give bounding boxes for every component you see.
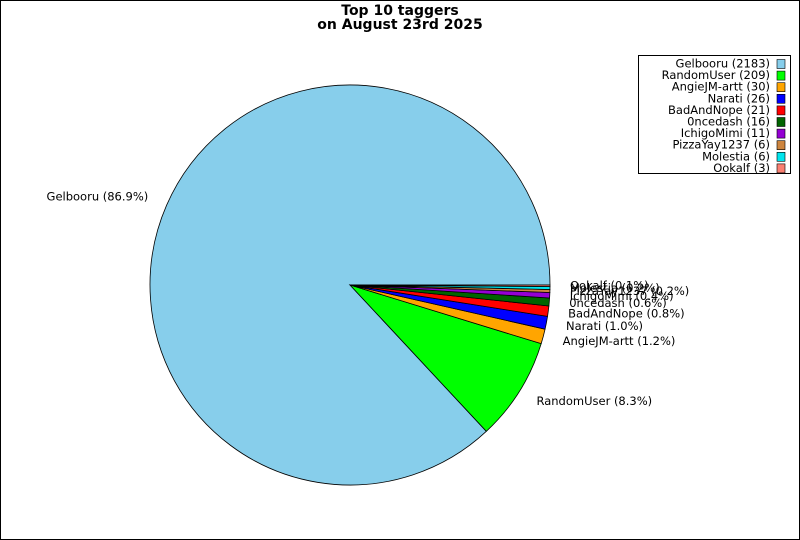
legend-swatch (776, 163, 786, 174)
pie-slice (349, 284, 551, 287)
slice-label: BadAndNope (0.8%) (568, 306, 685, 320)
legend-swatch (776, 140, 786, 150)
legend-label: BadAndNope (21) (668, 103, 770, 117)
slice-label: IchigoMimi (0.4%) (570, 289, 674, 303)
slice-label: Narati (1.0%) (566, 319, 643, 333)
pie-slice (149, 84, 551, 486)
slice-label: PizzaYay1237 (0.2%) (570, 284, 689, 298)
slice-label: Ookalf (0.1%) (570, 278, 649, 292)
slice-label: AngieJM-artt (1.2%) (563, 334, 676, 348)
legend-label: Narati (26) (708, 91, 770, 105)
legend-label: 0ncedash (16) (687, 115, 770, 129)
legend-label: AngieJM-artt (30) (672, 80, 770, 94)
legend-swatch (776, 128, 786, 139)
legend-swatch (776, 82, 786, 92)
slice-label: RandomUser (8.3%) (536, 394, 652, 408)
legend-label: Ookalf (3) (713, 161, 770, 175)
slice-label: 0ncedash (0.6%) (569, 296, 666, 310)
legend-swatch (776, 105, 786, 116)
legend-swatch (776, 59, 786, 69)
chart-title: Top 10 taggers (341, 3, 458, 19)
legend-label: PizzaYay1237 (6) (672, 138, 770, 152)
legend-label: Gelbooru (2183) (676, 57, 770, 71)
legend (638, 55, 791, 174)
slice-label: Gelbooru (86.9%) (47, 190, 149, 204)
legend-swatch (776, 94, 786, 104)
legend-swatch (776, 70, 786, 81)
legend-label: IchigoMimi (11) (681, 126, 770, 140)
chart-subtitle: on August 23rd 2025 (317, 17, 482, 33)
legend-label: RandomUser (209) (662, 68, 770, 82)
legend-label: Molestia (6) (702, 149, 770, 163)
legend-swatch (776, 152, 786, 162)
slice-label: Molestia (0.2%) (570, 281, 660, 295)
pie-slice (348, 284, 542, 432)
legend-swatch (776, 117, 786, 127)
